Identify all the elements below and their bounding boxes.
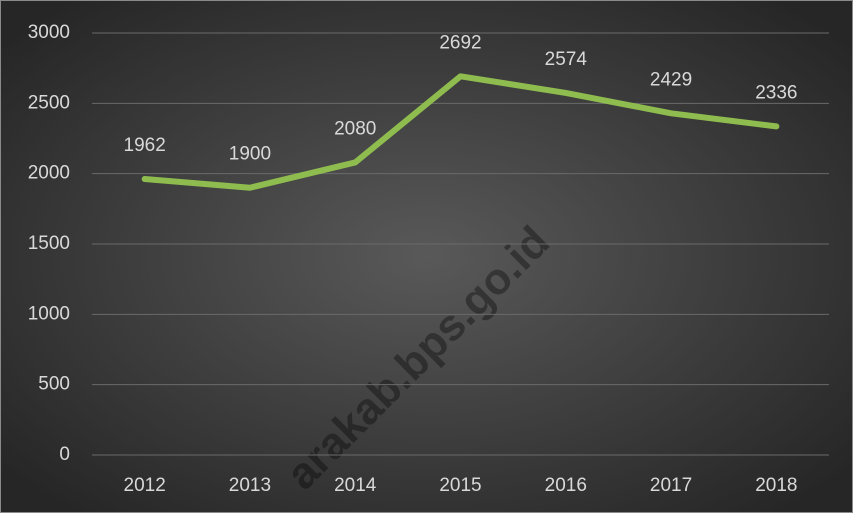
y-tick-label: 2500 (28, 92, 70, 113)
data-label: 2080 (334, 118, 376, 139)
data-label: 2336 (755, 82, 797, 103)
data-label: 1962 (124, 135, 166, 156)
x-tick-label: 2018 (755, 475, 797, 496)
data-label: 1900 (229, 144, 271, 165)
data-label: 2574 (545, 49, 588, 70)
y-tick-label: 1500 (28, 233, 70, 254)
x-tick-label: 2012 (124, 475, 166, 496)
x-tick-label: 2013 (229, 475, 271, 496)
data-label: 2692 (439, 32, 481, 53)
y-tick-label: 2000 (28, 163, 70, 184)
y-tick-label: 500 (38, 374, 70, 395)
y-tick-label: 1000 (28, 303, 70, 324)
x-tick-label: 2017 (650, 475, 692, 496)
data-label: 2429 (650, 69, 692, 90)
x-tick-label: 2016 (545, 475, 587, 496)
x-tick-label: 2015 (439, 475, 481, 496)
data-line (141, 73, 780, 191)
y-tick-label: 0 (59, 444, 70, 465)
y-tick-label: 3000 (28, 22, 70, 43)
x-tick-label: 2014 (334, 475, 377, 496)
